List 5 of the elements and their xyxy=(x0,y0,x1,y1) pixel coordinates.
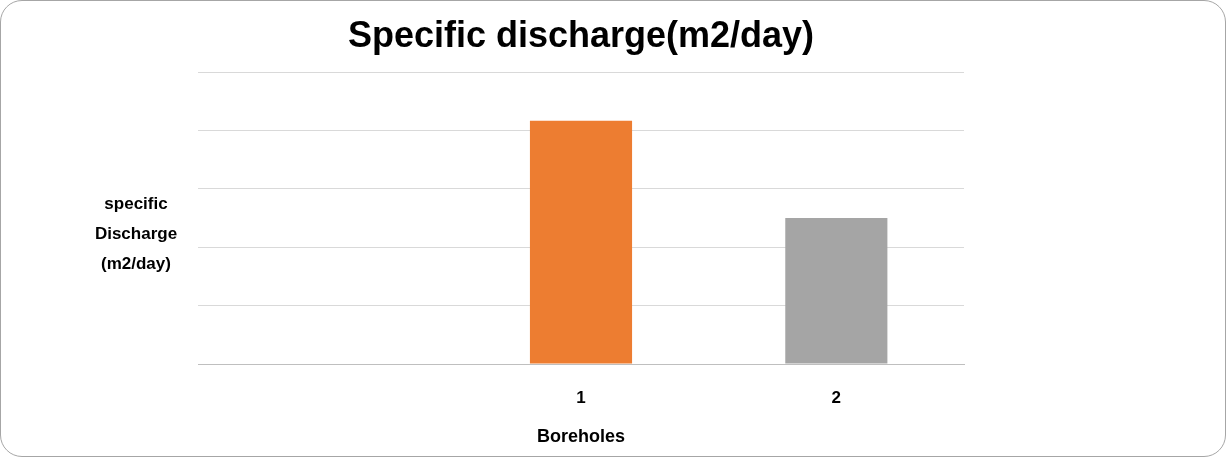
chart-title: Specific discharge(m2/day) xyxy=(347,13,815,55)
x-tick-label: 2 xyxy=(831,387,842,407)
x-tick-label: 1 xyxy=(576,387,586,407)
x-axis-title: Boreholes xyxy=(536,426,626,447)
y-axis-title: specific Discharge (m2/day) xyxy=(93,193,179,275)
